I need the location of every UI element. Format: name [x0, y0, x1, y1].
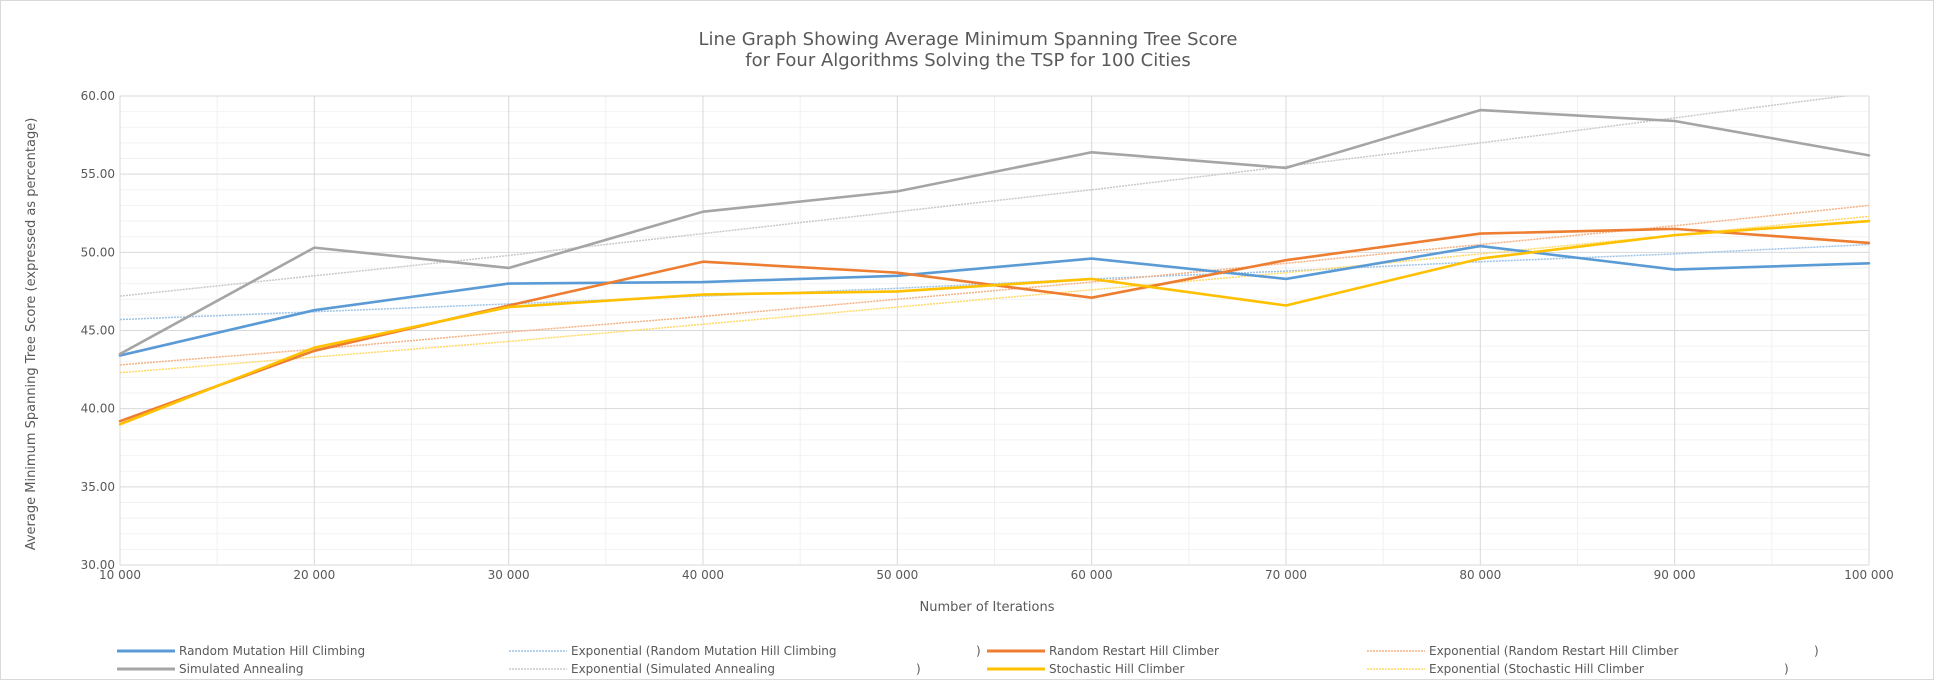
chart-title-line-2: for Four Algorithms Solving the TSP for …	[745, 50, 1191, 71]
chart-legend: Random Mutation Hill Climbing Exponential…	[117, 644, 1819, 676]
legend-label: Stochastic Hill Climber	[1049, 662, 1185, 676]
y-tick-label: 30.00	[81, 558, 115, 572]
x-tick-label: 60 000	[1071, 568, 1113, 582]
series-line-group	[118, 108, 1871, 426]
x-tick-label: 30 000	[488, 568, 530, 582]
y-axis-title: Average Minimum Spanning Tree Score (exp…	[24, 118, 39, 551]
chart-title: Line Graph Showing Average Minimum Spann…	[699, 29, 1238, 71]
y-tick-label: 55.00	[81, 167, 115, 181]
trendline	[120, 96, 1851, 297]
x-tick-label: 100 000	[1844, 568, 1894, 582]
x-tick-label: 80 000	[1459, 568, 1501, 582]
legend-label: Exponential (Random Mutation Hill Climbi…	[571, 644, 837, 658]
legend-label-suffix: )	[916, 662, 921, 676]
y-axis-tick-labels: 30.00 35.00 40.00 45.00 50.00 55.00 60.00	[81, 89, 115, 572]
x-tick-label: 20 000	[293, 568, 335, 582]
legend-label: Simulated Annealing	[179, 662, 304, 676]
series-line	[118, 244, 1871, 357]
major-gridlines	[119, 95, 1870, 566]
series-line	[118, 108, 1871, 356]
series-line	[118, 219, 1871, 426]
trendline	[120, 204, 1869, 366]
y-tick-label: 50.00	[81, 245, 115, 259]
y-tick-label: 45.00	[81, 324, 115, 338]
legend-label-suffix: )	[976, 644, 981, 658]
x-tick-label: 10 000	[99, 568, 141, 582]
y-tick-label: 60.00	[81, 89, 115, 103]
trendline	[120, 215, 1869, 374]
y-tick-label: 40.00	[81, 402, 115, 416]
x-tick-label: 50 000	[876, 568, 918, 582]
x-tick-label: 40 000	[682, 568, 724, 582]
legend-label: Exponential (Simulated Annealing	[571, 662, 775, 676]
legend-label: Exponential (Random Restart Hill Climber	[1429, 644, 1678, 658]
legend-label: Random Restart Hill Climber	[1049, 644, 1219, 658]
legend-label: Exponential (Stochastic Hill Climber	[1429, 662, 1644, 676]
legend-label-suffix: )	[1784, 662, 1789, 676]
chart-title-line-1: Line Graph Showing Average Minimum Spann…	[699, 29, 1238, 50]
x-tick-label: 90 000	[1654, 568, 1696, 582]
x-axis-tick-labels: 10 000 20 000 30 000 40 000 50 000 60 000 70 0…	[99, 568, 1894, 582]
legend-label-suffix: )	[1814, 644, 1819, 658]
x-axis-title: Number of Iterations	[920, 600, 1055, 615]
legend-label: Random Mutation Hill Climbing	[179, 644, 365, 658]
x-tick-label: 70 000	[1265, 568, 1307, 582]
y-tick-label: 35.00	[81, 480, 115, 494]
